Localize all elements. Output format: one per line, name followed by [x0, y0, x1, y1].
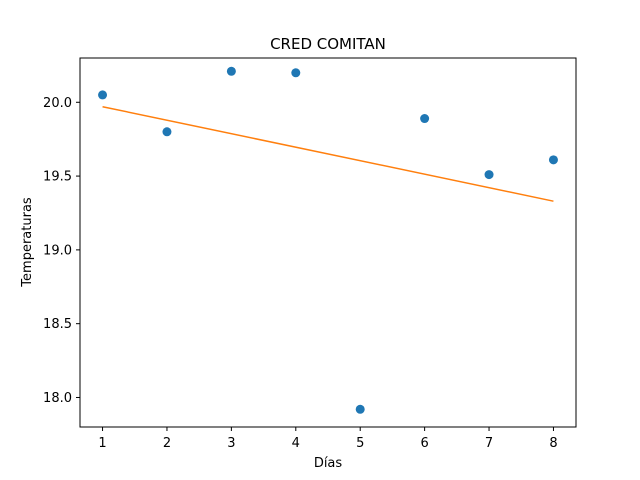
data-point: [548, 155, 558, 165]
data-point: [355, 404, 365, 414]
y-tick-label: 18.5: [43, 317, 72, 332]
data-point: [162, 127, 172, 137]
x-tick-label: 7: [485, 436, 493, 451]
plot-frame: [79, 57, 577, 428]
y-tick-label: 20.0: [43, 96, 72, 111]
y-axis-label: Temperaturas: [20, 197, 35, 288]
y-tick-label: 18.0: [43, 391, 72, 406]
plot-area: [98, 66, 558, 414]
x-tick-label: 4: [292, 436, 300, 451]
x-axis: 1 2 3 4 5 6 7 8: [98, 427, 558, 451]
x-tick-label: 5: [356, 436, 364, 451]
data-point: [98, 90, 108, 100]
y-tick-label: 19.0: [43, 243, 72, 258]
data-point: [291, 68, 301, 78]
data-point: [226, 66, 236, 76]
y-tick-label: 19.5: [43, 170, 72, 185]
y-axis: 18.0 18.5 19.0 19.5 20.0: [43, 96, 80, 406]
data-point: [484, 170, 494, 180]
chart-title: CRED COMITAN: [270, 35, 386, 53]
x-tick-label: 2: [163, 436, 171, 451]
trend-line: [102, 105, 554, 202]
x-axis-label: Días: [314, 456, 343, 471]
x-tick-label: 8: [549, 436, 557, 451]
x-tick-label: 3: [227, 436, 235, 451]
data-point: [420, 114, 430, 124]
x-tick-label: 6: [420, 436, 428, 451]
x-tick-label: 1: [98, 436, 106, 451]
